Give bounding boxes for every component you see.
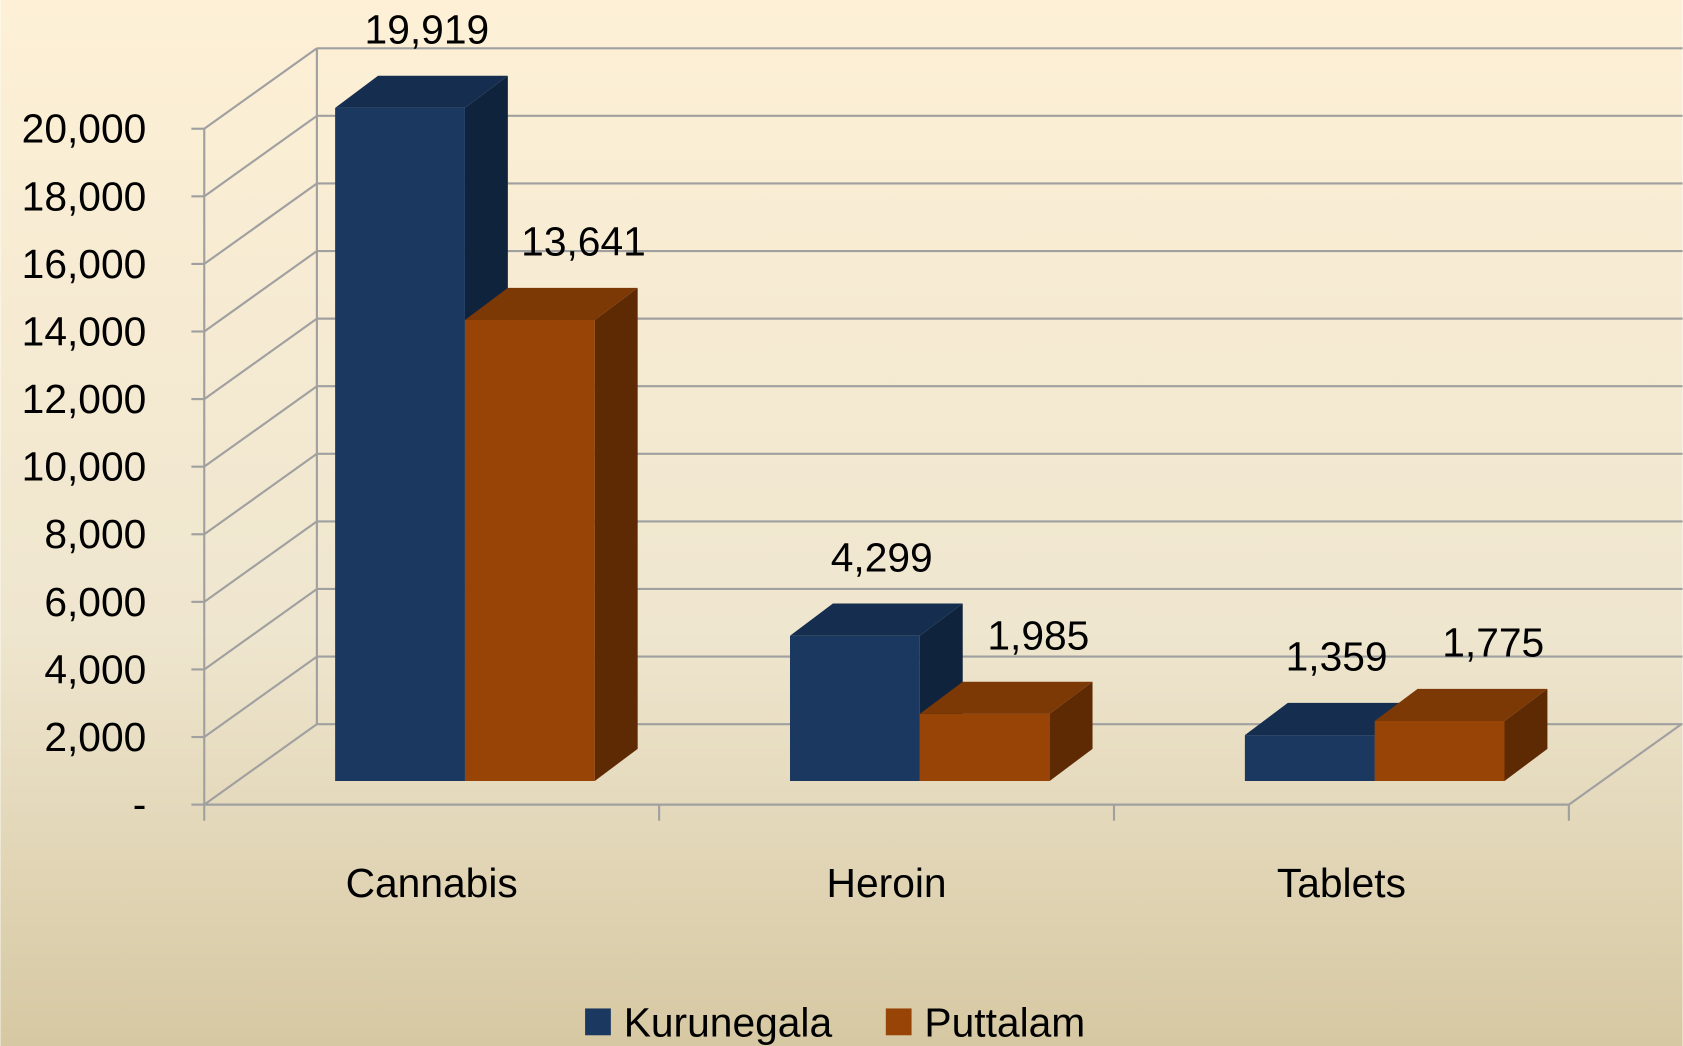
grid-line	[203, 47, 318, 130]
legend-label: Kurunegala	[624, 999, 833, 1045]
data-label: 13,641	[521, 219, 646, 265]
bar-face	[1374, 721, 1505, 782]
data-label: 1,775	[1442, 620, 1544, 666]
bar-face	[1049, 681, 1093, 782]
grid-line	[203, 655, 318, 738]
bar	[919, 681, 1093, 782]
y-tick-label: 2,000	[44, 714, 146, 760]
data-label: 1,359	[1286, 634, 1388, 680]
bar-face	[919, 713, 1050, 782]
y-tick-label: 4,000	[44, 646, 146, 692]
grid-line	[203, 385, 318, 468]
y-tick-label: 10,000	[22, 444, 147, 490]
bar-face	[594, 287, 638, 782]
bar	[790, 603, 963, 782]
y-tick-label: 20,000	[22, 106, 147, 152]
x-tick-label: Tablets	[1277, 860, 1406, 906]
x-tick-label: Heroin	[827, 860, 947, 906]
bar-face	[1244, 702, 1418, 736]
grid-line	[203, 250, 318, 333]
grid-line	[203, 520, 318, 603]
grid-line	[203, 588, 318, 671]
bar-face	[464, 320, 595, 782]
bar-face	[464, 287, 638, 321]
legend-swatch	[885, 1008, 912, 1036]
bar-face	[335, 107, 465, 782]
data-label: 19,919	[365, 7, 490, 53]
legend-label: Puttalam	[924, 999, 1085, 1045]
bar	[464, 287, 638, 782]
data-label: 1,985	[987, 613, 1089, 659]
y-tick-label: 12,000	[22, 376, 147, 422]
y-tick-label: 16,000	[22, 241, 147, 287]
bar	[1374, 688, 1548, 782]
bar-face	[919, 681, 1093, 714]
bar-face	[1504, 688, 1548, 782]
bar-face	[1244, 735, 1375, 782]
bar-face	[790, 635, 920, 782]
legend-swatch	[585, 1008, 611, 1036]
bar-face	[790, 603, 963, 636]
y-tick-label: 18,000	[22, 173, 147, 219]
y-tick-label: 14,000	[22, 308, 147, 354]
y-tick-label: 8,000	[44, 511, 146, 557]
y-tick-label: -	[133, 782, 147, 828]
bar-face	[1374, 688, 1548, 722]
grid-line	[203, 114, 318, 198]
grid-line	[203, 317, 318, 400]
bar-face	[335, 75, 508, 108]
grid-line	[203, 723, 318, 806]
y-tick-label: 6,000	[44, 579, 146, 625]
data-label: 4,299	[831, 534, 933, 580]
grid-line	[203, 182, 318, 265]
grid-line	[203, 452, 318, 536]
x-tick-label: Cannabis	[346, 860, 518, 906]
